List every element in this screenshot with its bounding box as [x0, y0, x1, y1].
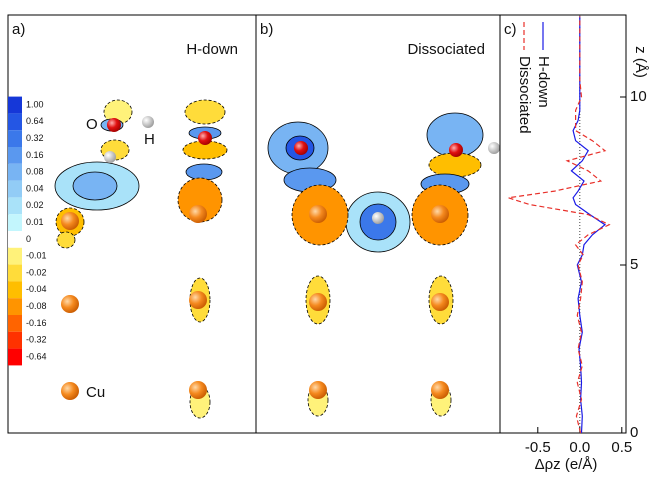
legend-label: Dissociated: [516, 56, 533, 134]
colorbar-swatch: [8, 315, 22, 332]
y-tick-label: 5: [630, 256, 638, 273]
colorbar-swatch: [8, 349, 22, 366]
colorbar-label: 0.64: [26, 116, 44, 126]
colorbar-swatch: [8, 97, 22, 114]
atom-label: O: [86, 116, 98, 133]
x-tick-label: 0.0: [569, 439, 590, 456]
h-atom: [142, 116, 154, 128]
colorbar-label: -0.04: [26, 284, 47, 294]
colorbar-swatch: [8, 130, 22, 147]
series-line: [571, 16, 605, 433]
colorbar-label: -0.64: [26, 351, 47, 361]
cu-atom: [61, 382, 79, 400]
o-atom: [107, 118, 121, 132]
colorbar-label: 0: [26, 234, 31, 244]
colorbar-swatch: [8, 248, 22, 265]
colorbar-swatch: [8, 214, 22, 231]
colorbar-label: -0.02: [26, 267, 47, 277]
colorbar-label: 0.32: [26, 133, 44, 143]
cu-atom: [431, 205, 449, 223]
colorbar-label: 0.04: [26, 183, 44, 193]
h-atom: [104, 151, 116, 163]
y-tick-label: 0: [630, 424, 638, 441]
atom-label: Cu: [86, 384, 105, 401]
contour: [185, 100, 225, 124]
colorbar-swatch: [8, 298, 22, 315]
o-atom: [198, 131, 212, 145]
colorbar-label: -0.01: [26, 251, 47, 261]
cu-atom: [189, 205, 207, 223]
colorbar-label: 0.16: [26, 150, 44, 160]
x-tick-label: 0.5: [611, 439, 632, 456]
cu-atom: [309, 205, 327, 223]
panel-b: b) Dissociated: [256, 15, 500, 433]
o-atom: [294, 141, 308, 155]
colorbar-swatch: [8, 113, 22, 130]
cu-atom: [189, 291, 207, 309]
colorbar-swatch: [8, 231, 22, 248]
panel-title: H-down: [186, 41, 238, 58]
panel-frame: [8, 15, 256, 433]
cu-atom: [61, 295, 79, 313]
h-atom: [372, 212, 384, 224]
colorbar-label: -0.08: [26, 301, 47, 311]
colorbar-label: 0.01: [26, 217, 44, 227]
x-tick-label: -0.5: [525, 439, 551, 456]
panel-label: b): [260, 21, 273, 38]
h-atom: [488, 142, 500, 154]
colorbar-label: -0.32: [26, 335, 47, 345]
cu-atom: [431, 293, 449, 311]
cu-atom: [189, 381, 207, 399]
cu-atom: [61, 212, 79, 230]
colorbar-label: 1.00: [26, 99, 44, 109]
atom-label: H: [144, 131, 155, 148]
panel-label: c): [504, 21, 517, 38]
panel-c: c) Δρz (e/Å) z (Å) -0.5 0.0 0.50 5 10 H-downD…: [500, 15, 649, 473]
colorbar-swatch: [8, 181, 22, 198]
y-axis-label: z (Å): [632, 46, 649, 78]
figure: a) H-down O H Cu b) Dissociated 1.00 0.64…: [0, 0, 650, 478]
x-axis-label: Δρz (e/Å): [535, 456, 598, 473]
colorbar-swatch: [8, 147, 22, 164]
contour: [57, 232, 75, 248]
contour: [186, 164, 222, 180]
cu-atom: [309, 381, 327, 399]
colorbar: 1.00 0.64 0.32 0.16 0.08 0.04 0.02 0.01 0 -0.01 -0…: [8, 97, 47, 366]
o-atom: [449, 143, 463, 157]
contour: [73, 172, 117, 200]
cu-atom: [431, 381, 449, 399]
y-tick-label: 10: [630, 88, 647, 105]
colorbar-swatch: [8, 265, 22, 282]
colorbar-label: 0.08: [26, 167, 44, 177]
colorbar-label: 0.02: [26, 200, 44, 210]
panel-label: a): [12, 21, 25, 38]
colorbar-swatch: [8, 332, 22, 349]
cu-atom: [309, 293, 327, 311]
legend-label: H-down: [535, 56, 552, 108]
colorbar-swatch: [8, 197, 22, 214]
panel-a: a) H-down O H Cu: [8, 15, 256, 433]
colorbar-label: -0.16: [26, 318, 47, 328]
colorbar-swatch: [8, 164, 22, 181]
colorbar-swatch: [8, 281, 22, 298]
panel-title: Dissociated: [407, 41, 485, 58]
